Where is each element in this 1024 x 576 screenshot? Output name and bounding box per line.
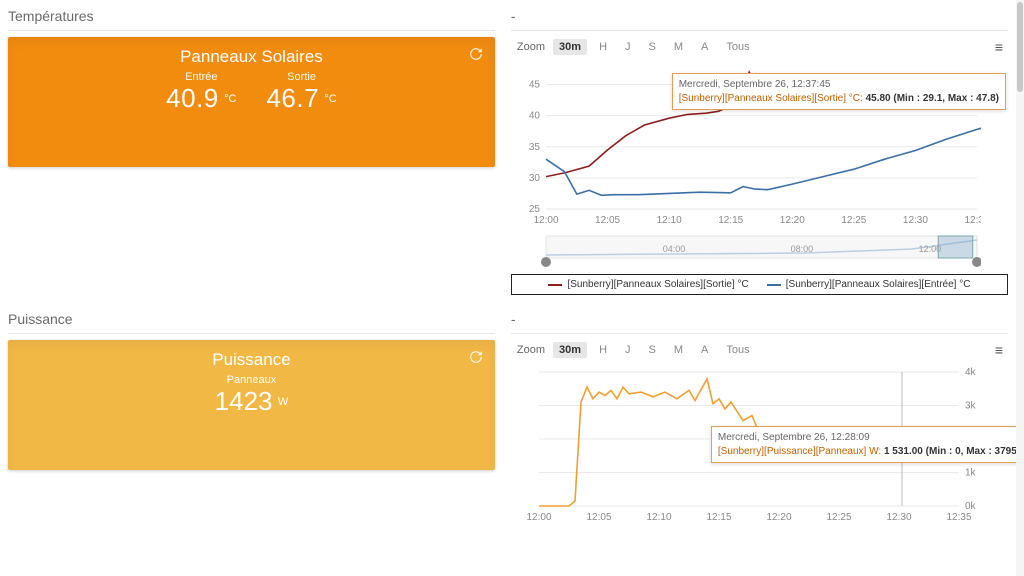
svg-text:12:10: 12:10: [646, 512, 671, 523]
metric-unit: W: [278, 396, 288, 408]
svg-text:12:30: 12:30: [886, 512, 911, 523]
chart-menu-icon[interactable]: ≡: [990, 39, 1008, 55]
svg-text:12:35: 12:35: [946, 512, 971, 523]
section-title-puissance: Puissance: [8, 307, 495, 334]
row-temperatures: Températures Panneaux Solaires Entrée 40…: [0, 0, 1016, 303]
chart-menu-icon[interactable]: ≡: [990, 342, 1008, 358]
chart-puissance[interactable]: 0k1k2k3k4k12:0012:0512:1012:1512:2012:25…: [511, 364, 1008, 524]
metric-entree: Entrée 40.9 °C: [166, 71, 236, 114]
zoom-label: Zoom: [517, 344, 545, 356]
chart-tooltip: Mercredi, Septembre 26, 12:28:09 [Sunber…: [711, 426, 1016, 463]
svg-text:4k: 4k: [965, 367, 977, 378]
zoom-tous[interactable]: Tous: [720, 342, 755, 358]
vertical-scrollbar[interactable]: [1016, 0, 1024, 576]
metric-label: Entrée: [166, 71, 236, 83]
svg-text:08:00: 08:00: [791, 244, 814, 254]
svg-text:12:15: 12:15: [718, 215, 743, 226]
tooltip-extra: (Min : 29.1, Max : 47.8): [893, 93, 999, 104]
legend-label: [Sunberry][Panneaux Solaires][Entrée] °C: [786, 279, 971, 290]
svg-text:12:35: 12:35: [964, 215, 981, 226]
row-puissance: Puissance Puissance Panneaux 1423 W: [0, 303, 1016, 532]
svg-text:12:25: 12:25: [841, 215, 866, 226]
zoom-s[interactable]: S: [643, 39, 662, 55]
legend-swatch: [767, 284, 781, 286]
svg-text:12:30: 12:30: [903, 215, 928, 226]
tooltip-series: [Sunberry][Puissance][Panneaux] W:: [718, 446, 881, 457]
chart-temperatures[interactable]: 25 30 35 40 45 12:00 12:05 12:10 12:15 12:20 12:25…: [511, 61, 1008, 226]
dashboard-content: Températures Panneaux Solaires Entrée 40…: [0, 0, 1016, 576]
tooltip-extra: (Min : 0, Max : 3795): [926, 446, 1016, 457]
chart-legend: [Sunberry][Panneaux Solaires][Sortie] °C…: [511, 274, 1008, 295]
metric-sortie: Sortie 46.7 °C: [266, 71, 336, 114]
svg-text:12:00: 12:00: [526, 512, 551, 523]
metric-label: Sortie: [266, 71, 336, 83]
zoom-tous[interactable]: Tous: [720, 39, 755, 55]
zoom-m[interactable]: M: [668, 39, 689, 55]
zoom-h[interactable]: H: [593, 342, 613, 358]
scrollbar-thumb[interactable]: [1017, 2, 1023, 92]
svg-text:3k: 3k: [965, 401, 977, 412]
section-title-right: -: [511, 307, 1008, 334]
svg-text:40: 40: [529, 111, 541, 122]
card-puissance: Puissance Panneaux 1423 W: [8, 340, 495, 470]
svg-text:35: 35: [529, 142, 541, 153]
legend-swatch: [548, 284, 562, 286]
tooltip-value: 45.80: [866, 93, 891, 104]
svg-text:12:10: 12:10: [657, 215, 682, 226]
zoom-30m[interactable]: 30m: [553, 39, 587, 55]
zoom-j[interactable]: J: [619, 39, 637, 55]
refresh-icon[interactable]: [469, 47, 483, 61]
svg-text:12:15: 12:15: [706, 512, 731, 523]
svg-text:30: 30: [529, 173, 541, 184]
chart-navigator[interactable]: 04:00 08:00 12:00: [511, 232, 1008, 268]
svg-text:1k: 1k: [965, 468, 977, 479]
zoom-30m[interactable]: 30m: [553, 342, 587, 358]
svg-text:25: 25: [529, 204, 541, 215]
tooltip-timestamp: Mercredi, Septembre 26, 12:28:09: [718, 431, 1016, 445]
svg-text:12:00: 12:00: [533, 215, 558, 226]
svg-text:12:25: 12:25: [826, 512, 851, 523]
card-panneaux-solaires: Panneaux Solaires Entrée 40.9 °C Sortie …: [8, 37, 495, 167]
section-title-right: -: [511, 4, 1008, 31]
svg-text:12:05: 12:05: [586, 512, 611, 523]
svg-text:12:20: 12:20: [766, 512, 791, 523]
refresh-icon[interactable]: [469, 350, 483, 364]
chart-zoom-toolbar: Zoom 30m HJSMA Tous ≡: [511, 340, 1008, 364]
metric-value: 46.7: [266, 83, 319, 113]
svg-text:0k: 0k: [965, 501, 977, 512]
svg-text:12:05: 12:05: [595, 215, 620, 226]
tooltip-series: [Sunberry][Panneaux Solaires][Sortie] °C…: [679, 93, 863, 104]
zoom-label: Zoom: [517, 41, 545, 53]
legend-item[interactable]: [Sunberry][Panneaux Solaires][Sortie] °C: [548, 279, 748, 290]
legend-item[interactable]: [Sunberry][Panneaux Solaires][Entrée] °C: [767, 279, 971, 290]
card-title: Puissance: [20, 350, 483, 370]
metric-label: Panneaux: [20, 374, 483, 386]
svg-text:04:00: 04:00: [663, 244, 686, 254]
card-title: Panneaux Solaires: [20, 47, 483, 67]
chart-tooltip: Mercredi, Septembre 26, 12:37:45 [Sunber…: [672, 73, 1006, 110]
svg-text:12:00: 12:00: [919, 244, 942, 254]
metric-unit: °C: [224, 93, 236, 105]
zoom-h[interactable]: H: [593, 39, 613, 55]
zoom-a[interactable]: A: [695, 39, 714, 55]
svg-text:45: 45: [529, 80, 541, 91]
zoom-s[interactable]: S: [643, 342, 662, 358]
zoom-m[interactable]: M: [668, 342, 689, 358]
svg-text:12:20: 12:20: [780, 215, 805, 226]
tooltip-timestamp: Mercredi, Septembre 26, 12:37:45: [679, 78, 999, 92]
metric-value: 1423: [215, 386, 273, 416]
tooltip-value: 1 531.00: [884, 446, 923, 457]
section-title-temperatures: Températures: [8, 4, 495, 31]
zoom-j[interactable]: J: [619, 342, 637, 358]
legend-label: [Sunberry][Panneaux Solaires][Sortie] °C: [567, 279, 748, 290]
chart-zoom-toolbar: Zoom 30m HJSMA Tous ≡: [511, 37, 1008, 61]
metric-unit: °C: [324, 93, 336, 105]
metric-value: 40.9: [166, 83, 219, 113]
zoom-a[interactable]: A: [695, 342, 714, 358]
